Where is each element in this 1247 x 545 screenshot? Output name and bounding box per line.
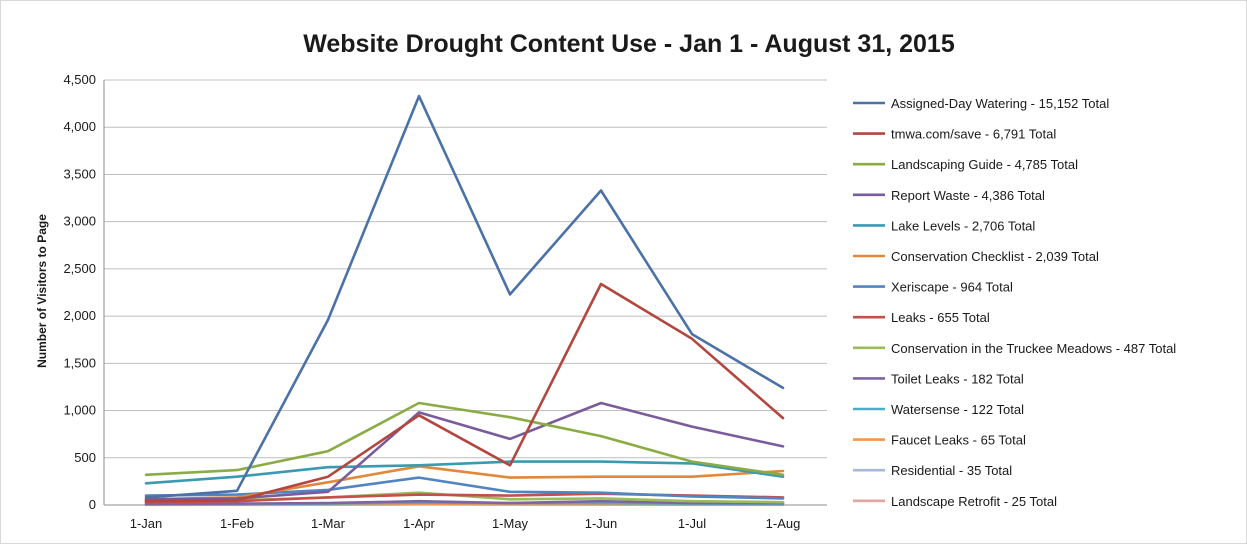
legend-label: Landscape Retrofit - 25 Total	[891, 494, 1057, 509]
x-tick-label: 1-Aug	[766, 516, 801, 531]
legend-label: Faucet Leaks - 65 Total	[891, 433, 1026, 448]
y-axis-label: Number of Visitors to Page	[35, 214, 49, 368]
y-tick-label: 3,000	[63, 214, 96, 229]
x-tick-label: 1-May	[492, 516, 529, 531]
y-tick-label: 0	[89, 497, 96, 512]
y-tick-label: 4,500	[63, 72, 96, 87]
y-tick-label: 1,500	[63, 355, 96, 370]
legend-label: Watersense - 122 Total	[891, 402, 1024, 417]
x-tick-label: 1-Jun	[585, 516, 618, 531]
y-tick-label: 1,000	[63, 403, 96, 418]
legend-label: tmwa.com/save - 6,791 Total	[891, 127, 1056, 142]
x-tick-label: 1-Mar	[311, 516, 346, 531]
legend-label: Landscaping Guide - 4,785 Total	[891, 157, 1078, 172]
legend-label: Conservation in the Truckee Meadows - 48…	[891, 341, 1176, 356]
legend-label: Xeriscape - 964 Total	[891, 280, 1013, 295]
legend-label: Report Waste - 4,386 Total	[891, 188, 1045, 203]
x-tick-label: 1-Apr	[403, 516, 435, 531]
axes: 0 500 1,000 1,500 2,000 2,500 3,000 3,500 4,000 4…	[63, 72, 827, 531]
y-tick-label: 2,500	[63, 261, 96, 276]
y-tick-label: 3,500	[63, 166, 96, 181]
legend-label: Toilet Leaks - 182 Total	[891, 371, 1024, 386]
legend-label: Residential - 35 Total	[891, 463, 1012, 478]
y-tick-label: 500	[74, 450, 96, 465]
legend-label: Leaks - 655 Total	[891, 310, 990, 325]
legend-label: Lake Levels - 2,706 Total	[891, 218, 1035, 233]
series-line	[146, 96, 783, 497]
legend-label: Assigned-Day Watering - 15,152 Total	[891, 96, 1109, 111]
chart-title: Website Drought Content Use - Jan 1 - Au…	[303, 30, 955, 58]
x-tick-label: 1-Jan	[130, 516, 163, 531]
y-tick-label: 4,000	[63, 119, 96, 134]
series-lines	[146, 96, 783, 505]
legend: Assigned-Day Watering - 15,152 Total tmwa…	[853, 96, 1176, 509]
legend-label: Conservation Checklist - 2,039 Total	[891, 249, 1099, 264]
x-tick-label: 1-Feb	[220, 516, 254, 531]
x-tick-label: 1-Jul	[678, 516, 706, 531]
y-tick-label: 2,000	[63, 308, 96, 323]
